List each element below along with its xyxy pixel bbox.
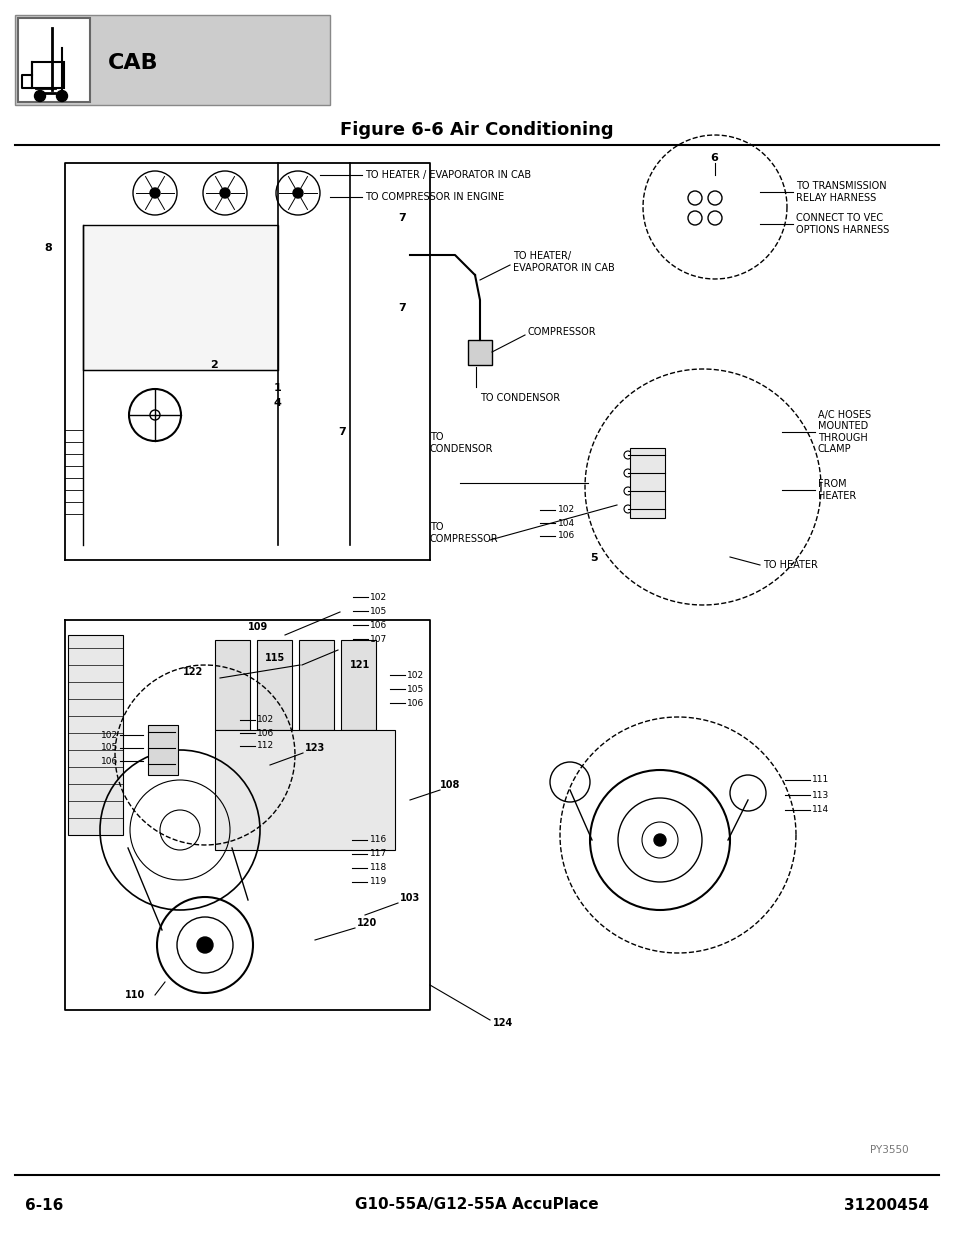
Text: Figure 6-6 Air Conditioning: Figure 6-6 Air Conditioning [340,121,613,140]
Circle shape [150,188,160,198]
Text: 103: 103 [399,893,420,903]
Text: 124: 124 [493,1018,513,1028]
Text: PY3550: PY3550 [869,1145,907,1155]
Text: 117: 117 [370,850,387,858]
Text: 7: 7 [397,212,405,224]
Bar [468,340,492,366]
Text: TO COMPRESSOR IN ENGINE: TO COMPRESSOR IN ENGINE [365,191,503,203]
Text: 106: 106 [101,757,118,766]
Text: 2: 2 [210,359,217,370]
Text: 5: 5 [589,553,597,563]
Bar [298,640,334,730]
Text: 119: 119 [370,878,387,887]
Circle shape [196,937,213,953]
Text: 106: 106 [370,620,387,630]
Text: 108: 108 [439,781,460,790]
Bar [68,635,123,835]
Bar [214,640,250,730]
Text: G10-55A/G12-55A AccuPlace: G10-55A/G12-55A AccuPlace [355,1198,598,1213]
Text: 114: 114 [811,805,828,815]
Text: 106: 106 [407,699,424,708]
Text: 107: 107 [370,635,387,643]
Text: FROM
HEATER: FROM HEATER [817,479,856,501]
Text: 111: 111 [811,776,828,784]
Text: 106: 106 [256,729,274,737]
Text: TO CONDENSOR: TO CONDENSOR [479,393,559,403]
Bar [83,225,277,370]
Text: 105: 105 [370,606,387,615]
Circle shape [220,188,230,198]
Text: 121: 121 [350,659,370,671]
Bar [148,725,178,776]
Text: COMPRESSOR: COMPRESSOR [527,327,596,337]
Text: A/C HOSES
MOUNTED
THROUGH
CLAMP: A/C HOSES MOUNTED THROUGH CLAMP [817,410,870,454]
Bar [256,640,292,730]
Text: CAB: CAB [108,53,158,73]
Circle shape [56,90,68,101]
Text: 113: 113 [811,790,828,799]
Text: 123: 123 [305,743,325,753]
Text: TO HEATER: TO HEATER [762,559,817,571]
Text: 102: 102 [407,671,424,679]
Bar [629,448,664,517]
Text: 122: 122 [183,667,203,677]
Text: CONNECT TO VEC
OPTIONS HARNESS: CONNECT TO VEC OPTIONS HARNESS [795,214,888,235]
Text: 31200454: 31200454 [843,1198,928,1213]
Text: 118: 118 [370,863,387,872]
Text: 6-16: 6-16 [25,1198,63,1213]
Text: 112: 112 [256,741,274,751]
Text: 110: 110 [125,990,145,1000]
Text: 102: 102 [101,730,118,740]
Bar [340,640,375,730]
Bar [32,62,64,88]
Text: 1: 1 [274,383,281,393]
Text: 7: 7 [337,427,345,437]
Text: TO HEATER / EVAPORATOR IN CAB: TO HEATER / EVAPORATOR IN CAB [365,170,531,180]
Text: TO
COMPRESSOR: TO COMPRESSOR [430,522,498,543]
Text: 6: 6 [709,153,717,163]
Text: 4: 4 [274,398,281,408]
Text: 7: 7 [397,303,405,312]
Text: 106: 106 [558,531,575,541]
Text: 116: 116 [370,836,387,845]
Text: 102: 102 [256,715,274,725]
Text: 105: 105 [101,743,118,752]
Text: 109: 109 [248,622,268,632]
Text: 105: 105 [407,684,424,694]
Bar [18,19,90,103]
Text: 120: 120 [356,918,376,927]
Bar [214,730,395,850]
Text: TO HEATER/
EVAPORATOR IN CAB: TO HEATER/ EVAPORATOR IN CAB [513,251,614,273]
Bar [15,15,330,105]
Text: 102: 102 [558,505,575,515]
Text: 8: 8 [44,243,52,253]
Circle shape [654,834,665,846]
Text: 104: 104 [558,519,575,527]
Circle shape [293,188,303,198]
Text: TO TRANSMISSION
RELAY HARNESS: TO TRANSMISSION RELAY HARNESS [795,182,885,203]
Circle shape [34,90,46,101]
Text: TO
CONDENSOR: TO CONDENSOR [430,432,493,453]
Text: 115: 115 [265,653,285,663]
Text: 102: 102 [370,593,387,601]
